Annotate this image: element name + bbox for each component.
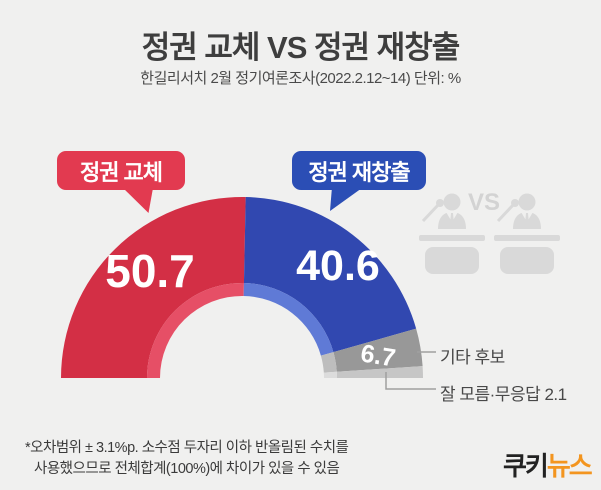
label-bubble-regime-change-text: 정권 교체 xyxy=(79,159,163,185)
callout-unknown-value: 2.1 xyxy=(544,385,567,404)
callout-unknown-text: 잘 모름·무응답 xyxy=(440,385,541,404)
donut-segment-3 xyxy=(336,366,423,378)
donut-segment-2 xyxy=(333,328,423,372)
value-regime-recreation: 40.6 xyxy=(296,242,380,290)
donut-segment-0 xyxy=(61,197,246,378)
label-bubble-regime-change: 정권 교체 xyxy=(57,151,185,213)
page-title: 정권 교체 VS 정권 재창출 xyxy=(141,30,460,65)
logo-text-orange: 뉴스 xyxy=(546,451,593,481)
callout-other-candidates: 기타 후보 xyxy=(440,348,505,367)
label-bubble-regime-recreation-text: 정권 재창출 xyxy=(308,159,410,185)
callout-line-unknown xyxy=(385,372,436,390)
label-bubble-regime-recreation: 정권 재창출 xyxy=(292,151,426,211)
value-regime-change: 50.7 xyxy=(105,245,195,297)
kukinews-logo: 쿠키뉴스 xyxy=(503,446,593,483)
footnote: *오차범위 ± 3.1%p. 소수점 두자리 이하 반올림된 수치를 사용했으므… xyxy=(25,438,349,480)
vs-watermark-label: VS xyxy=(467,189,500,216)
donut-segment-inner-2 xyxy=(320,352,337,373)
donut-segment-inner-0 xyxy=(147,283,244,378)
footnote-line1: *오차범위 ± 3.1%p. 소수점 두자리 이하 반올림된 수치를 xyxy=(25,440,349,456)
donut-segments xyxy=(61,197,423,378)
donut-segment-1 xyxy=(243,197,417,353)
callout-unknown: 잘 모름·무응답 2.1 xyxy=(440,380,567,405)
logo-text-black: 쿠키 xyxy=(503,451,549,481)
page-subtitle: 한길리서치 2월 정기여론조사(2022.2.12~14) 단위: % xyxy=(140,70,461,87)
donut-segment-inner-3 xyxy=(323,371,337,378)
footnote-line2: 사용했으므로 전체합계(100%)에 차이가 있을 수 있음 xyxy=(34,461,340,477)
donut-segment-inner-1 xyxy=(243,283,334,356)
